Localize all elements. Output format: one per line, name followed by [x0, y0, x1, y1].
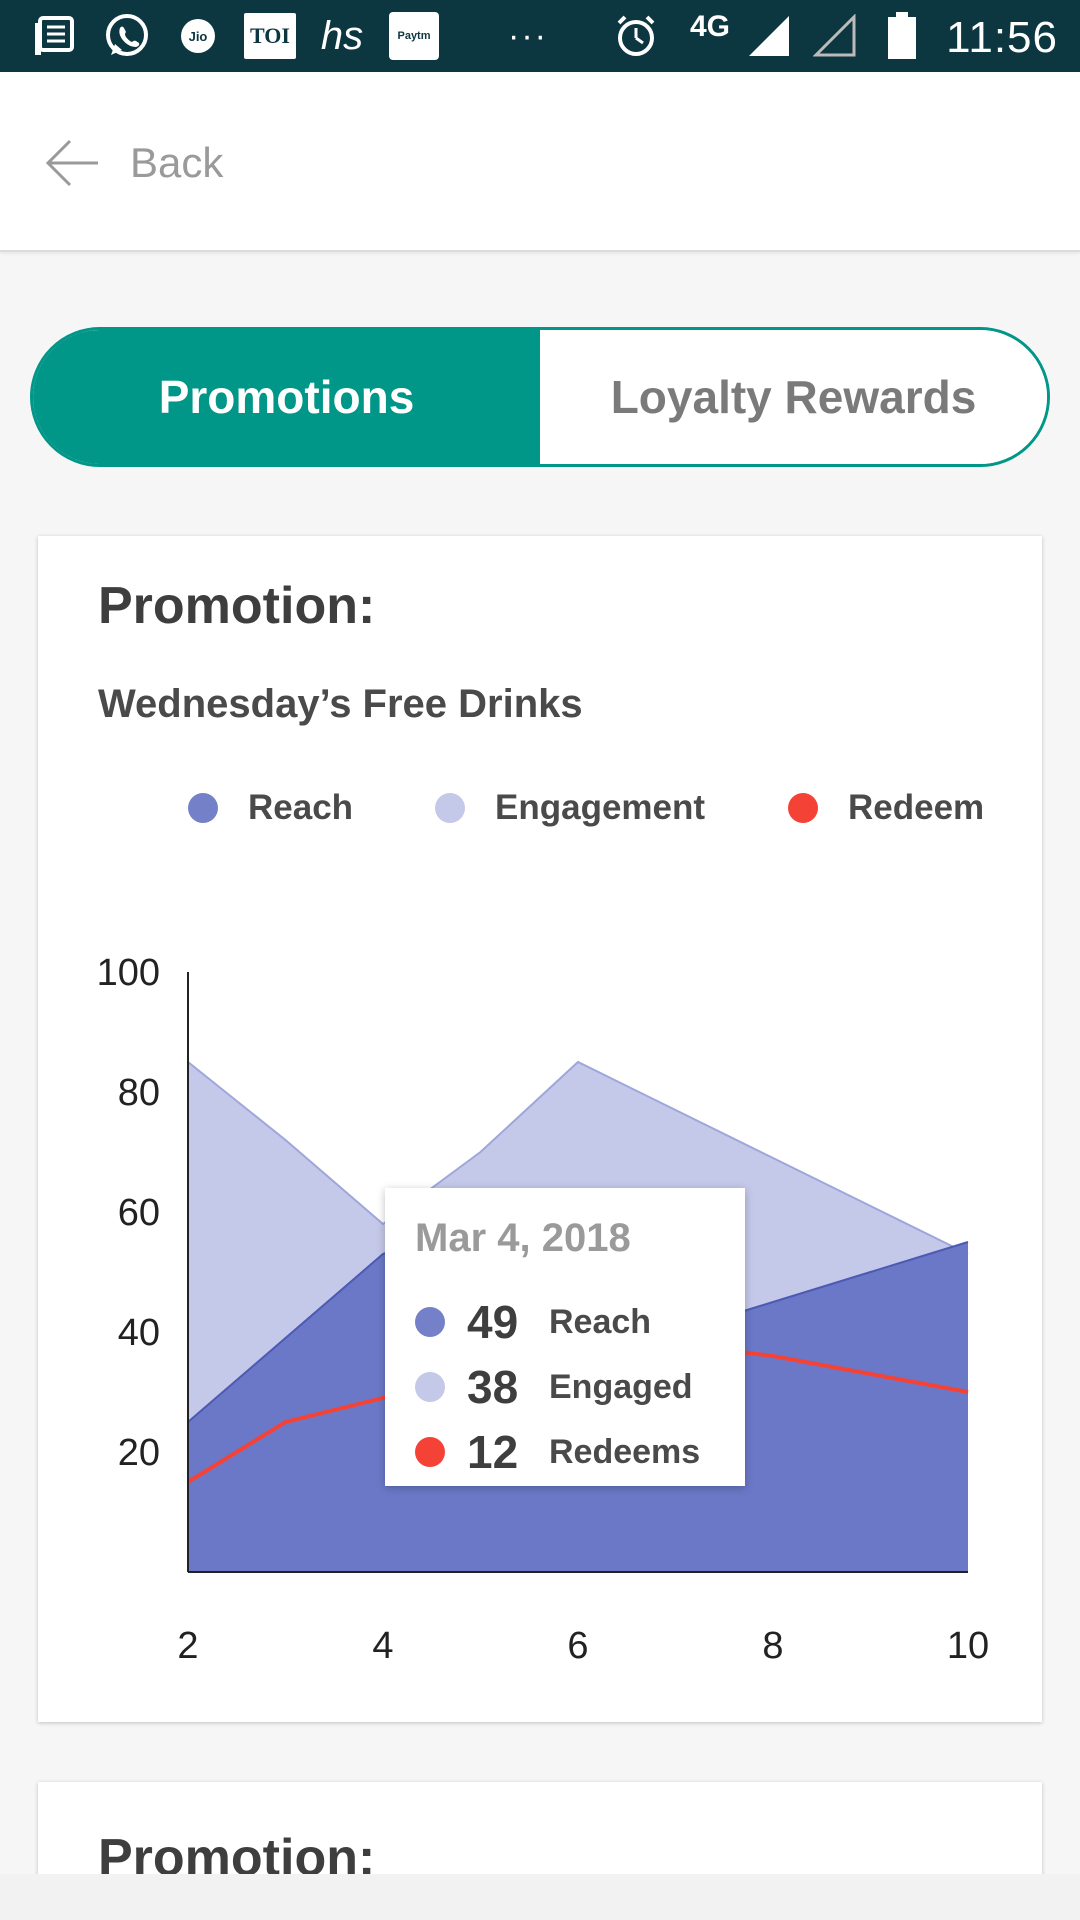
tooltip-dot-reach: [415, 1307, 445, 1337]
legend-dot-redeem: [788, 793, 818, 823]
whatsapp-icon: [100, 0, 154, 72]
legend-label-reach: Reach: [248, 788, 354, 827]
signal-icon: [746, 0, 792, 72]
card-title: Promotion:: [98, 577, 376, 635]
signal-empty-icon: [812, 0, 858, 72]
legend-dot-engagement: [435, 793, 465, 823]
y-tick-label: 40: [118, 1312, 160, 1354]
legend-label-engagement: Engagement: [495, 788, 706, 827]
tooltip-label-reach: Reach: [549, 1302, 652, 1341]
battery-icon: [884, 0, 920, 72]
paytm-icon: Paytm: [388, 0, 440, 72]
back-button[interactable]: Back: [44, 128, 223, 198]
tooltip-value-redeems: 12: [467, 1426, 519, 1478]
bottom-strip: [0, 1874, 1080, 1920]
y-tick-label: 100: [97, 952, 160, 994]
tooltip-row-reach: 49 Reach: [415, 1292, 651, 1352]
promotion-card-2[interactable]: Promotion:: [38, 1782, 1042, 1882]
network-type-label: 4G: [689, 10, 731, 43]
arrow-left-icon: [45, 139, 98, 187]
tooltip-date: Mar 4, 2018: [415, 1216, 631, 1260]
x-tick-label: 4: [372, 1625, 393, 1667]
tooltip-row-redeems: 12 Redeems: [415, 1422, 700, 1482]
status-time: 11:56: [946, 13, 1058, 62]
x-tick-label: 8: [762, 1625, 783, 1667]
tooltip-value-engaged: 38: [467, 1361, 519, 1413]
tooltip-row-engaged: 38 Engaged: [415, 1357, 693, 1417]
legend-item-redeem[interactable]: Redeem: [788, 778, 984, 838]
legend-item-engagement[interactable]: Engagement: [435, 778, 705, 838]
legend-label-redeem: Redeem: [848, 788, 985, 827]
tooltip-label-engaged: Engaged: [549, 1367, 693, 1406]
x-tick-label: 10: [947, 1625, 989, 1667]
toi-icon: TOI: [244, 0, 296, 72]
series-line-engagement: [187, 1060, 969, 1255]
alarm-icon: [612, 0, 660, 72]
promotion-area-chart[interactable]: 20 40 60 80 100 2 4 6 8 10: [38, 536, 1042, 1722]
chart-legend: Reach Engagement Redeem: [38, 778, 1042, 838]
chart-tooltip: Mar 4, 2018 49 Reach 38 Engaged 12 Redee…: [385, 1188, 745, 1486]
x-tick-label: 6: [567, 1625, 588, 1667]
tab-loyalty-rewards[interactable]: Loyalty Rewards: [540, 330, 1047, 464]
promotion-name: Wednesday’s Free Drinks: [98, 682, 583, 726]
segmented-tabs: Promotions Loyalty Rewards: [30, 327, 1050, 467]
status-bar: Jio TOI hs Paytm ··· 4G 11:56: [0, 0, 1080, 72]
card-title-2: Promotion:: [98, 1829, 376, 1882]
tooltip-dot-engaged: [415, 1372, 445, 1402]
tooltip-dot-redeems: [415, 1437, 445, 1467]
back-label: Back: [130, 139, 224, 186]
tooltip-label-redeems: Redeems: [549, 1432, 701, 1471]
news-icon: [30, 0, 78, 72]
promotion-card[interactable]: Promotion: Wednesday’s Free Drinks Reach…: [38, 536, 1042, 1722]
more-icon: ···: [508, 16, 548, 55]
y-tick-label: 20: [118, 1432, 160, 1474]
x-tick-label: 2: [177, 1625, 198, 1667]
tooltip-value-reach: 49: [467, 1296, 519, 1348]
app-bar: Back: [0, 72, 1080, 252]
hs-icon: hs: [320, 13, 364, 58]
y-tick-label: 60: [118, 1192, 160, 1234]
tab-promotions[interactable]: Promotions: [33, 330, 540, 464]
legend-item-reach[interactable]: Reach: [188, 778, 353, 838]
y-tick-label: 80: [118, 1072, 160, 1114]
jio-icon: Jio: [180, 0, 216, 72]
legend-dot-reach: [188, 793, 218, 823]
